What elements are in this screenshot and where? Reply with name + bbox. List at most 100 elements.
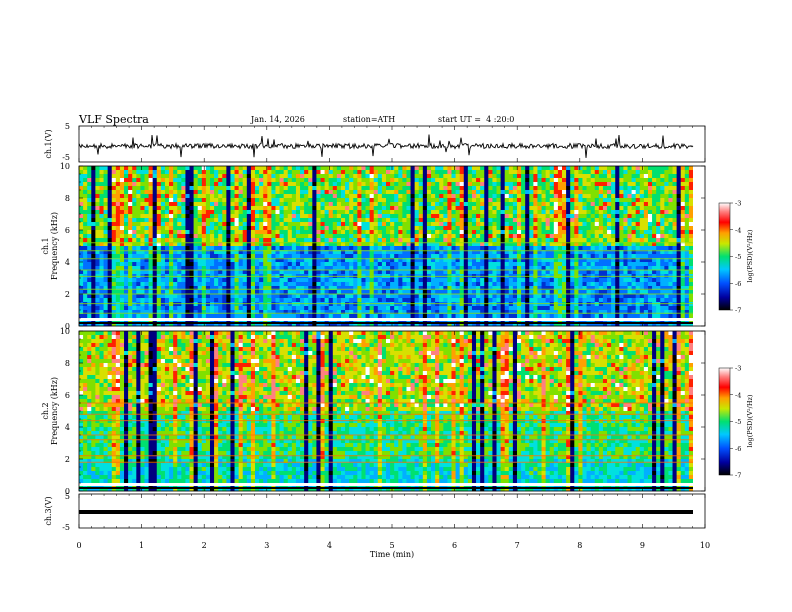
spectrogram-cell [214, 286, 219, 291]
spectrogram-cell [496, 258, 501, 263]
spectrogram-cell [578, 190, 583, 195]
spectrogram-cell [496, 242, 501, 247]
spectrogram-cell [283, 226, 289, 231]
spectrogram-cell [439, 170, 444, 175]
spectrogram-cell [602, 234, 608, 239]
spectrogram-cell [365, 254, 370, 259]
spectrogram-cell [275, 210, 280, 215]
spectrogram-cell [279, 194, 284, 199]
spectrogram-cell [345, 290, 350, 295]
spectrogram-cell [300, 254, 305, 259]
spectrogram-cell [148, 218, 153, 223]
spectrogram-cell [594, 294, 600, 299]
spectrogram-cell [242, 170, 248, 175]
spectrogram-cell [676, 246, 682, 251]
spectrogram-cell [197, 278, 203, 283]
spectrogram-cell [160, 278, 166, 283]
spectrogram-cell [627, 294, 632, 299]
spectrogram-cell [259, 186, 264, 191]
spectrogram-cell [480, 170, 485, 175]
spectrogram-cell [484, 234, 489, 239]
spectrogram-cell [390, 214, 395, 219]
spectrogram-cell [259, 262, 264, 267]
spectrogram-cell [635, 214, 641, 219]
spectrogram-cell [615, 210, 620, 215]
spectrogram-cell [484, 238, 489, 243]
spectrogram-cell [406, 294, 411, 299]
spectrogram-cell [316, 250, 321, 255]
spectrogram-cell [643, 170, 649, 175]
spectrogram-cell [324, 250, 329, 255]
spectrogram-cell [230, 266, 235, 271]
spectrogram-cell [205, 214, 211, 219]
spectrogram-cell [631, 186, 636, 191]
spectrogram-cell [668, 190, 673, 195]
spectrogram-cell [238, 294, 244, 299]
spectrogram-cell [316, 178, 321, 183]
spectrogram-cell [390, 266, 395, 271]
spectrogram-cell [189, 254, 194, 259]
spectrogram-cell [267, 170, 272, 175]
spectrogram-cell [439, 178, 444, 183]
spectrogram-cell [349, 262, 354, 267]
spectrogram-cell [537, 270, 542, 275]
spectrogram-cell [267, 178, 272, 183]
spectrogram-cell [357, 226, 362, 231]
spectrogram-cell [300, 170, 305, 175]
spectrogram-cell [279, 202, 284, 207]
spectrogram-cell [578, 186, 583, 191]
spectrogram-cell [369, 198, 375, 203]
spectrogram-cell [578, 294, 583, 299]
spectrogram-cell [684, 242, 690, 247]
spectrogram-cell [222, 286, 227, 291]
spectrogram-cell [476, 166, 481, 171]
spectrogram-cell [537, 174, 542, 179]
spectrogram-cell [426, 254, 432, 259]
spectrogram-cell [476, 182, 481, 187]
spectrogram-cell [652, 190, 657, 195]
spectrogram-cell [381, 278, 387, 283]
spectrogram-cell [512, 286, 518, 291]
spectrogram-cell [615, 166, 620, 171]
spectrogram-cell [361, 246, 366, 251]
spectrogram-cell [283, 178, 289, 183]
spectrogram-cell [443, 286, 448, 291]
spectrogram-cell [218, 242, 223, 247]
spectrogram-cell [373, 278, 379, 283]
spectrogram-cell [562, 270, 567, 275]
spectrogram-cell [537, 178, 542, 183]
spectrogram-cell [291, 230, 297, 235]
spectrogram-cell [607, 182, 612, 187]
spectrogram-cell [259, 290, 264, 295]
spectrogram-cell [545, 182, 551, 187]
spectrogram-cell [275, 294, 280, 299]
spectrogram-cell [660, 282, 665, 287]
spectrogram-cell [553, 202, 559, 207]
spectrogram-cell [259, 178, 264, 183]
spectrogram-cell [426, 226, 432, 231]
spectrogram-cell [668, 286, 673, 291]
spectrogram-cell [320, 238, 325, 243]
spectrogram-cell [676, 294, 682, 299]
spectrogram-cell [533, 178, 538, 183]
spectrogram-cell [300, 266, 305, 271]
spectrogram-cell [349, 206, 354, 211]
spectrogram-cell [484, 190, 489, 195]
spectrogram-cell [136, 170, 141, 175]
spectrogram-cell [410, 270, 415, 275]
spectrogram-cell [570, 270, 575, 275]
spectrogram-cell [111, 210, 117, 215]
spectrogram-cell [451, 186, 456, 191]
spectrogram-cell [643, 214, 649, 219]
spectrogram-cell [463, 214, 469, 219]
chart-title: VLF Spectra [79, 113, 149, 126]
spectrogram-cell [156, 238, 162, 243]
spectrogram-cell [537, 250, 542, 255]
spectrogram-cell [406, 186, 411, 191]
spectrogram-cell [504, 182, 510, 187]
spectrogram-cell [431, 226, 436, 231]
spectrogram-cell [345, 230, 350, 235]
spectrogram-cell [672, 258, 677, 263]
spectrogram-cell [463, 242, 469, 247]
spectrogram-cell [140, 214, 145, 219]
